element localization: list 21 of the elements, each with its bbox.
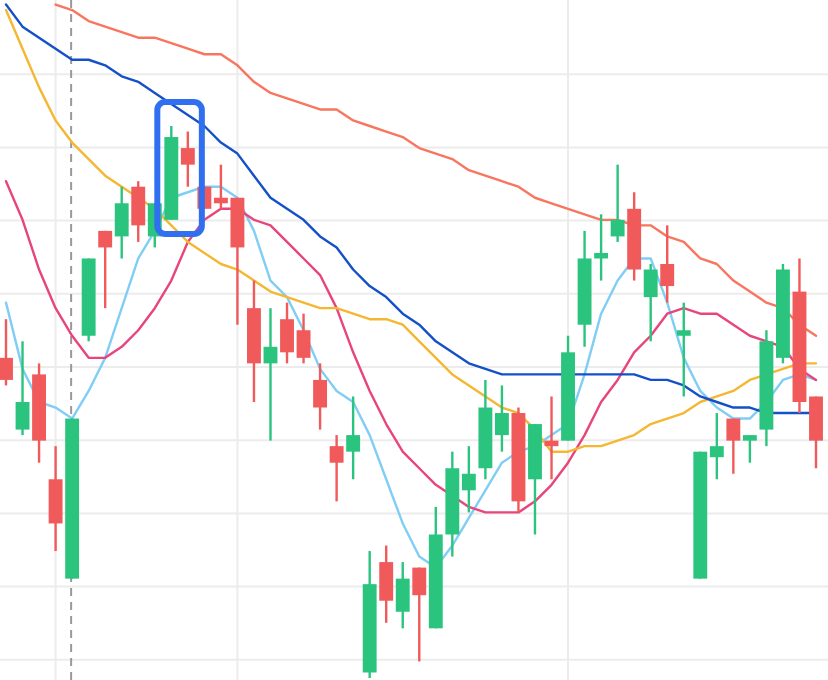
candlestick — [610, 163, 625, 244]
candlestick — [131, 180, 146, 244]
candlestick — [0, 318, 13, 387]
candlestick — [643, 262, 658, 343]
candlestick — [114, 185, 129, 260]
candlestick — [594, 213, 609, 282]
candlestick — [660, 224, 675, 304]
candlestick — [379, 544, 394, 624]
candlestick — [676, 301, 691, 398]
candlestick — [742, 433, 757, 464]
candlestick — [726, 417, 741, 475]
candlestick — [313, 362, 328, 431]
candlestick — [395, 560, 410, 630]
candlestick — [180, 130, 195, 188]
candlestick — [98, 229, 113, 310]
candlestick — [263, 306, 278, 442]
candlestick — [412, 566, 427, 663]
candlestick — [346, 395, 361, 481]
candlestick — [48, 444, 63, 553]
candlestick — [329, 433, 344, 503]
candlestick — [15, 340, 30, 437]
